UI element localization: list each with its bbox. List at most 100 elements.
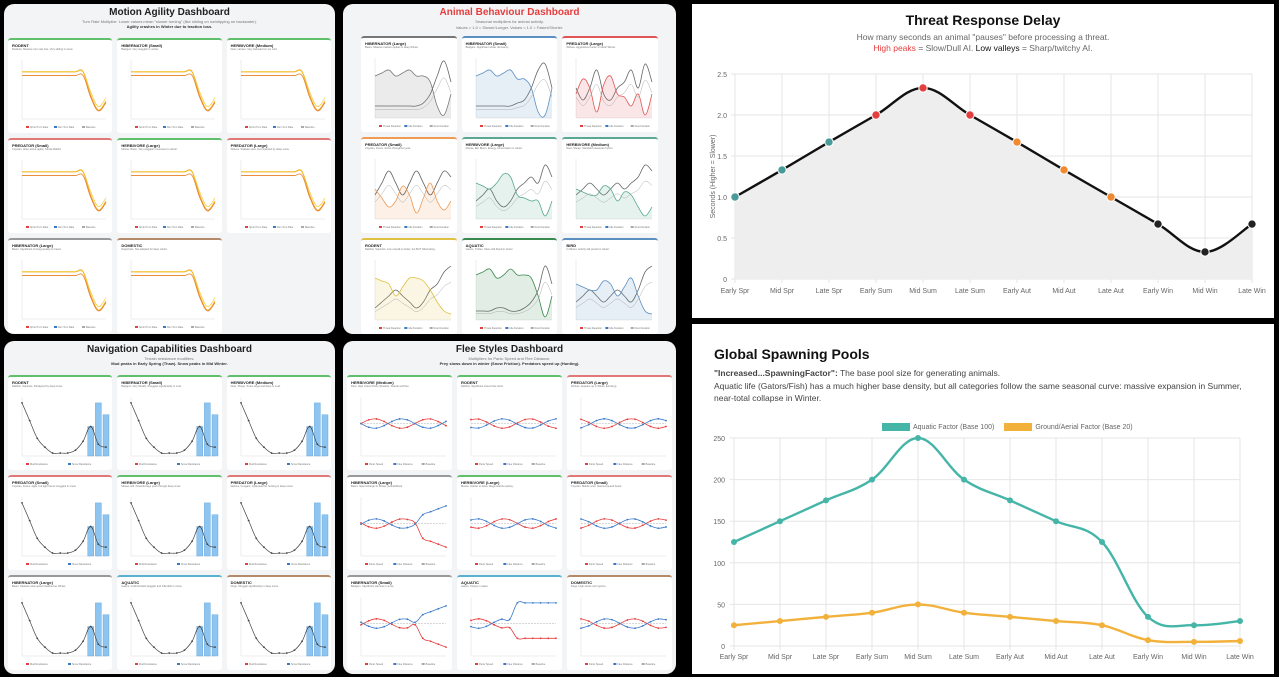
card-line	[131, 169, 216, 207]
threat-high-label: High peaks	[873, 43, 916, 53]
animal-subtitle: Seasonal multipliers for animal activity…	[475, 19, 544, 24]
card-legend-swatch	[580, 226, 584, 228]
card-point	[547, 637, 550, 640]
card-legend-label: Run Turn Rate	[58, 326, 75, 329]
card-legend-label: Threat Reaction	[383, 125, 401, 128]
card-description: In Winter, activity will persist in wint…	[566, 248, 610, 251]
card-point	[262, 446, 265, 449]
card-line	[374, 182, 452, 214]
card-legend-label: Flee Distance	[507, 563, 523, 566]
card-point	[28, 519, 31, 522]
card-point	[618, 421, 621, 424]
card-line	[475, 281, 552, 315]
card-point	[618, 423, 621, 426]
card-point	[501, 518, 503, 520]
card-legend-swatch	[300, 126, 304, 128]
card-point	[485, 421, 488, 423]
card-legend-label: Sprint Turn Rate	[139, 326, 158, 329]
card-line	[21, 169, 107, 207]
card-legend-label: Panic Speed	[589, 463, 604, 466]
card-point	[626, 526, 629, 529]
card-area	[475, 69, 552, 118]
card-point	[524, 637, 526, 640]
card-description: Badgers. Very sluggish in winter.	[121, 48, 159, 51]
dashboard-card: PREDATOR (Large) Wolves. Aggressive hunte…	[562, 36, 658, 132]
card-point	[28, 419, 31, 422]
card-legend-swatch	[135, 226, 139, 228]
card-line	[360, 518, 447, 548]
card-legend-label: Baseline	[536, 663, 546, 666]
card-description: Bears. Near lethargic in Winter (Lethal/…	[351, 485, 403, 488]
card-point	[470, 418, 472, 421]
spawn-factor-label: "Increased...SpawningFactor":	[714, 368, 838, 378]
card-point	[391, 521, 393, 523]
card-legend-swatch	[365, 563, 368, 565]
card-legend-swatch	[530, 226, 534, 228]
card-legend-swatch	[191, 326, 195, 328]
card-point	[44, 546, 46, 549]
spawn-xtick-label: Early Sum	[856, 654, 888, 661]
card-point	[82, 640, 84, 643]
card-line	[131, 73, 216, 112]
card-line	[374, 170, 452, 196]
card-chart: Sprint Turn Rate Run Turn Rate Baseline	[21, 60, 107, 129]
card-point	[437, 420, 440, 423]
dashboard-card: PREDATOR (Small) Coyotes. Airier active a…	[8, 138, 113, 233]
card-point	[270, 552, 273, 554]
card-point	[214, 646, 217, 649]
card-bar	[95, 602, 102, 657]
card-legend-swatch	[82, 226, 85, 228]
card-point	[501, 427, 503, 430]
card-legend-label: Baseline	[305, 226, 315, 229]
card-point	[555, 427, 557, 430]
card-description: Badgers. Significant winter dormancy.	[465, 46, 510, 49]
threat-xtick-label: Late Spr	[816, 288, 843, 295]
card-legend-swatch	[26, 663, 29, 665]
spawn-point	[1007, 613, 1013, 620]
card-legend-swatch	[26, 126, 29, 128]
card-legend-swatch	[272, 126, 276, 128]
card-description: Bears. Massive slow speed treadmover Win…	[12, 585, 67, 588]
card-legend-swatch	[641, 563, 645, 565]
card-legend-label: Idle Duration	[610, 226, 625, 229]
card-legend-swatch	[393, 463, 397, 465]
card-point	[130, 602, 133, 604]
card-point	[367, 426, 370, 429]
dashboard-card: RODENT Rabbits, Squirrels. Low overall in…	[361, 238, 457, 334]
card-bar	[321, 514, 328, 557]
card-line	[475, 173, 553, 217]
card-point	[308, 425, 311, 428]
card-legend-swatch	[26, 563, 29, 565]
card-point	[239, 402, 242, 404]
card-point	[383, 525, 386, 528]
card-legend-label: Baseline	[195, 326, 205, 329]
card-point	[493, 524, 496, 527]
card-point	[641, 620, 644, 623]
card-point	[611, 425, 613, 428]
motion-dashboard: Motion Agility Dashboard Turn Rate Multi…	[4, 4, 335, 334]
card-description: Coyotes, Foxes. Active throughout year.	[365, 147, 411, 150]
card-legend-swatch	[26, 326, 29, 328]
card-point	[262, 546, 265, 549]
spawn-ytick-label: 150	[713, 519, 725, 526]
card-point	[199, 525, 201, 528]
card-point	[555, 637, 557, 640]
card-chart: Mud Resistance Snow Resistance	[130, 497, 219, 566]
threat-xtick-label: Early Aut	[1003, 288, 1031, 295]
card-point	[21, 602, 23, 604]
card-point	[580, 627, 582, 630]
card-line	[470, 618, 556, 640]
card-point	[214, 446, 217, 449]
card-legend-swatch	[503, 563, 507, 565]
card-line	[470, 601, 556, 629]
nav-grid: RODENT Rabbits, Squirrels. Paralysed by d…	[8, 375, 331, 670]
card-point	[293, 549, 296, 551]
card-line	[360, 618, 447, 648]
card-legend-swatch	[613, 663, 617, 665]
card-legend-label: Snow Resistance	[181, 463, 201, 466]
card-point	[539, 424, 542, 426]
threat-point	[965, 110, 975, 120]
card-point	[626, 518, 629, 521]
card-point	[531, 518, 534, 520]
card-point	[51, 652, 54, 654]
